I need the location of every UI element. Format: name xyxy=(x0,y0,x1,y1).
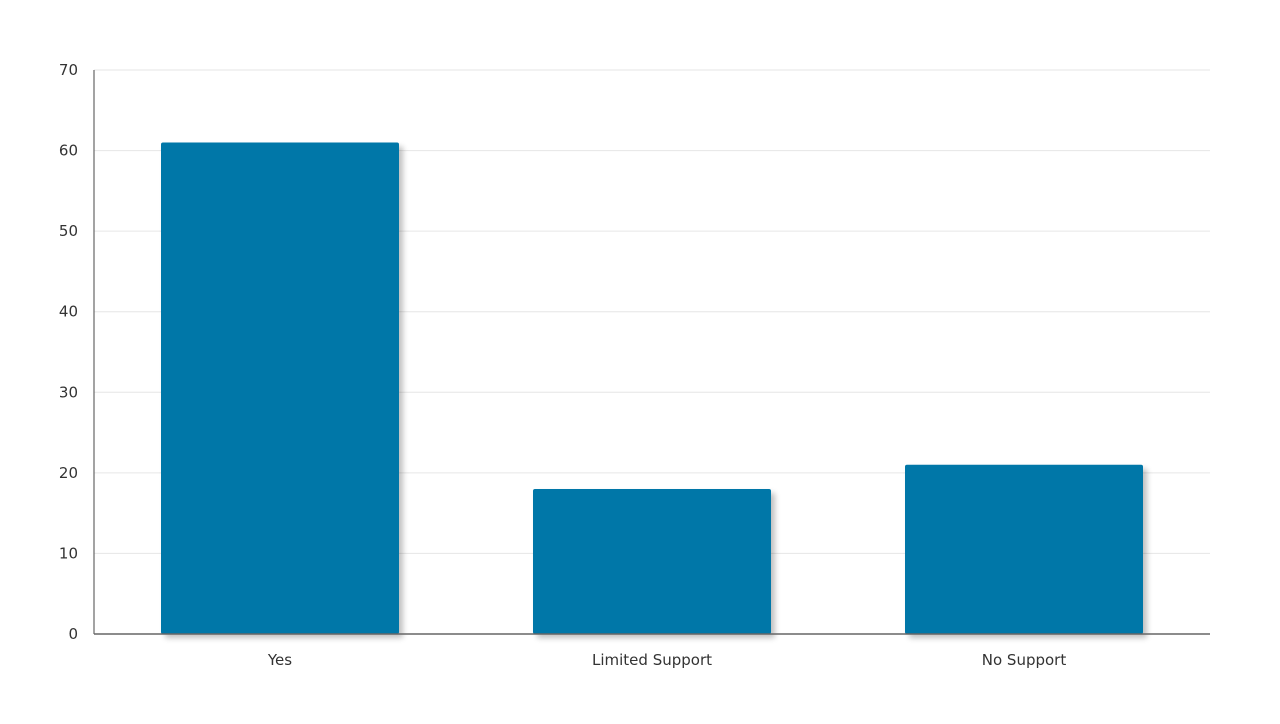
labels: 0 10 20 30 40 50 60 70 Yes Limited Support No Supp… xyxy=(59,61,1066,669)
y-tick-label: 60 xyxy=(59,142,78,160)
y-tick-label: 50 xyxy=(59,222,78,240)
y-tick-label: 0 xyxy=(68,625,78,643)
bars xyxy=(161,142,1143,634)
bar-no-support[interactable] xyxy=(905,464,1143,634)
x-tick-label: Yes xyxy=(267,651,292,669)
axes xyxy=(93,70,1210,635)
y-tick-label: 20 xyxy=(59,464,78,482)
bar-yes[interactable] xyxy=(161,142,399,634)
y-tick-label: 40 xyxy=(59,303,78,321)
y-tick-label: 30 xyxy=(59,383,78,401)
bar-limited-support[interactable] xyxy=(533,488,771,634)
y-tick-label: 10 xyxy=(59,544,78,562)
y-tick-label: 70 xyxy=(59,61,78,79)
x-tick-label: Limited Support xyxy=(592,651,712,669)
x-tick-label: No Support xyxy=(982,651,1067,669)
